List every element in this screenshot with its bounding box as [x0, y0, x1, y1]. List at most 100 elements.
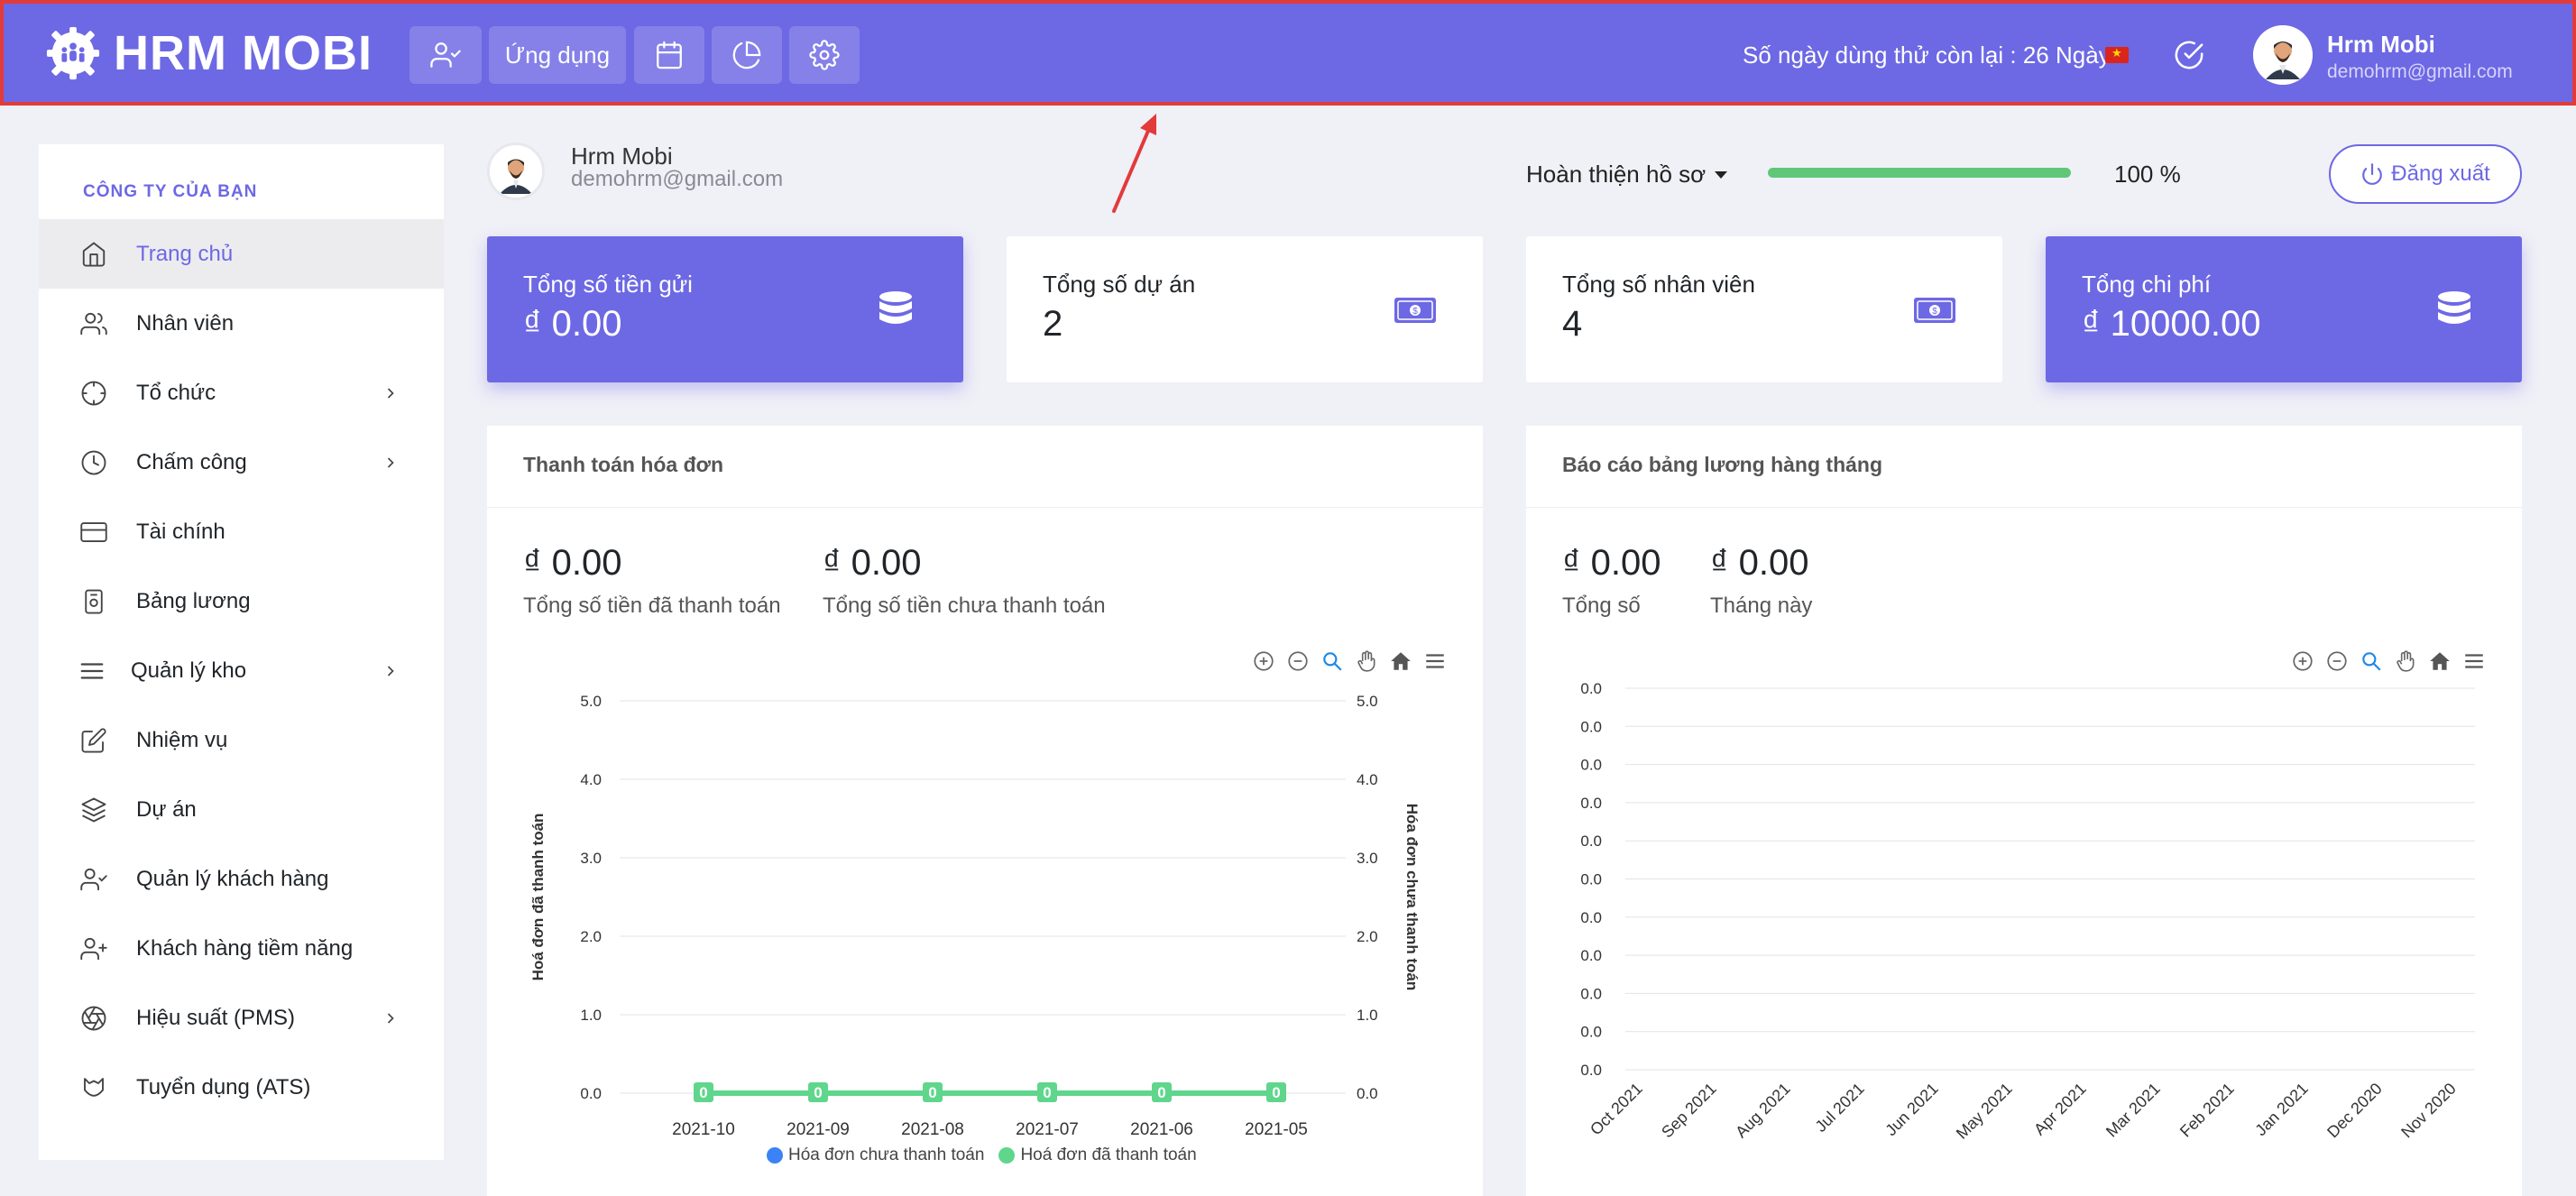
calendar-button[interactable] [634, 26, 704, 84]
home-icon [82, 242, 106, 266]
home-reset-icon[interactable] [1389, 649, 1412, 673]
sidebar-item-payroll[interactable]: Bảng lương [39, 566, 444, 636]
zoom-out-icon[interactable] [1286, 649, 1310, 673]
pan-hand-icon[interactable] [2394, 649, 2417, 673]
sidebar-item-label: Tuyển dụng (ATS) [136, 1074, 311, 1099]
vietnam-flag-icon[interactable] [2105, 46, 2129, 63]
data-label: 0 [699, 1084, 707, 1101]
sidebar-item-leads[interactable]: Khách hàng tiềm năng [39, 914, 444, 983]
avatar-icon [490, 145, 542, 198]
y-tick-label: 2.0 [580, 928, 602, 945]
settings-button[interactable] [789, 26, 860, 84]
y-tick-label: 0.0 [1580, 1062, 1602, 1079]
stat-label: Tổng số tiền gửi [523, 271, 693, 298]
employee-shortcut-button[interactable] [409, 26, 482, 84]
data-label-box [1152, 1082, 1172, 1102]
svg-text:$: $ [1412, 307, 1418, 317]
sidebar: CÔNG TY CỦA BẠN Trang chủ Nhân viên Tổ c… [39, 144, 444, 1160]
unpaid-total-label: Tổng số tiền chưa thanh toán [823, 593, 1106, 618]
profile-progress-bar [1768, 168, 2071, 178]
y-tick-label: 3.0 [580, 850, 602, 867]
payroll-total-value: ₫ 0.00 [1562, 543, 1661, 583]
header-user-name[interactable]: Hrm Mobi [2327, 31, 2435, 58]
legend-dot [998, 1147, 1016, 1164]
y-tick-label: 0.0 [1580, 871, 1602, 888]
stat-card-total-deposits[interactable]: Tổng số tiền gửi ₫ 0.00 [487, 236, 963, 382]
database-icon [879, 291, 912, 324]
brand-logo[interactable]: HRM MOBI [45, 25, 373, 81]
sidebar-item-label: Dự án [136, 796, 197, 822]
y-tick-label: 4.0 [580, 771, 602, 788]
brand-name: HRM MOBI [114, 26, 373, 80]
y-tick-label: 0.0 [1580, 757, 1602, 774]
chevron-right-icon [387, 665, 394, 676]
legend-item[interactable]: Hóa đơn chưa thanh toán [767, 1145, 984, 1165]
x-tick-label: 2021-10 [672, 1120, 735, 1139]
red-arrow-annotation [1112, 114, 1156, 213]
sidebar-item-home[interactable]: Trang chủ [39, 219, 444, 289]
sidebar-item-label: Tổ chức [136, 380, 216, 405]
hamburger-menu-icon[interactable] [2462, 649, 2486, 673]
legend-item[interactable]: Hoá đơn đã thanh toán [998, 1145, 1197, 1165]
svg-text:$: $ [1932, 307, 1937, 317]
header-user-email: demohrm@gmail.com [2327, 61, 2513, 82]
x-tick-label: Dec 2020 [2323, 1080, 2386, 1142]
sidebar-item-employees[interactable]: Nhân viên [39, 289, 444, 358]
stat-label: Tổng chi phí [2082, 271, 2212, 298]
sidebar-item-projects[interactable]: Dự án [39, 775, 444, 844]
sidebar-item-performance[interactable]: Hiệu suất (PMS) [39, 983, 444, 1053]
reports-button[interactable] [712, 26, 782, 84]
data-label: 0 [814, 1084, 822, 1101]
x-tick-label: 2021-07 [1016, 1120, 1079, 1139]
trial-days-text: Số ngày dùng thử còn lại : 26 Ngày [1743, 41, 2111, 69]
y-right-tick-label: 2.0 [1357, 928, 1378, 945]
data-label-box [808, 1082, 828, 1102]
zoom-out-icon[interactable] [2325, 649, 2349, 673]
ats-icon [84, 1077, 104, 1097]
zoom-in-icon[interactable] [1252, 649, 1275, 673]
sidebar-item-customers[interactable]: Quản lý khách hàng [39, 844, 444, 914]
y-tick-label: 0.0 [1580, 718, 1602, 735]
stat-label: Tổng số dự án [1043, 271, 1196, 298]
sidebar-item-inventory[interactable]: Quản lý kho [39, 636, 444, 705]
apps-button[interactable]: Ứng dụng [489, 26, 626, 84]
sidebar-item-label: Trang chủ [136, 241, 234, 266]
clock-icon [81, 450, 106, 474]
sidebar-item-label: Quản lý kho [131, 658, 247, 683]
sidebar-item-tasks[interactable]: Nhiệm vụ [39, 705, 444, 775]
panel-title: Thanh toán hóa đơn [523, 453, 724, 476]
magnifier-icon[interactable] [1320, 649, 1344, 673]
y-right-tick-label: 4.0 [1357, 771, 1378, 788]
sidebar-item-label: Chấm công [136, 449, 247, 474]
logout-button[interactable]: Đăng xuất [2329, 144, 2522, 204]
home-reset-icon[interactable] [2428, 649, 2452, 673]
sidebar-item-organization[interactable]: Tổ chức [39, 358, 444, 428]
data-label: 0 [1043, 1084, 1051, 1101]
user-avatar[interactable] [2253, 25, 2313, 85]
check-circle-icon[interactable] [2174, 40, 2204, 70]
gear-icon [809, 40, 840, 70]
stat-card-total-expenses[interactable]: Tổng chi phí ₫ 10000.00 [2046, 236, 2522, 382]
y-axis-title: Hoá đơn đã thanh toán [529, 814, 547, 981]
stat-card-total-employees[interactable]: Tổng số nhân viên 4 $ [1526, 236, 2002, 382]
invoice-chart-legend: Hóa đơn chưa thanh toán Hoá đơn đã thanh… [767, 1145, 1197, 1165]
stat-card-total-projects[interactable]: Tổng số dự án 2 $ [1007, 236, 1483, 382]
chart-toolbar [2291, 649, 2486, 673]
zoom-in-icon[interactable] [2291, 649, 2314, 673]
magnifier-icon[interactable] [2360, 649, 2383, 673]
sidebar-item-recruitment[interactable]: Tuyển dụng (ATS) [39, 1053, 444, 1122]
data-label: 0 [928, 1084, 936, 1101]
profile-completion-dropdown[interactable]: Hoàn thiện hồ sơ [1526, 161, 1728, 189]
y-tick-label: 0.0 [1580, 1024, 1602, 1041]
invoice-payment-panel: Thanh toán hóa đơn ₫ 0.00 Tổng số tiền đ… [487, 426, 1483, 1196]
monthly-payroll-panel: Báo cáo bảng lương hàng tháng ₫ 0.00 Tổn… [1526, 426, 2522, 1196]
paid-total-value: ₫ 0.00 [523, 543, 622, 583]
x-tick-label: 2021-09 [787, 1120, 850, 1139]
unpaid-total-value: ₫ 0.00 [823, 543, 922, 583]
sidebar-item-finance[interactable]: Tài chính [39, 497, 444, 566]
pan-hand-icon[interactable] [1355, 649, 1378, 673]
chevron-right-icon [387, 1012, 394, 1024]
sidebar-item-attendance[interactable]: Chấm công [39, 428, 444, 497]
hamburger-menu-icon[interactable] [1423, 649, 1447, 673]
y-tick-label: 5.0 [580, 693, 602, 710]
